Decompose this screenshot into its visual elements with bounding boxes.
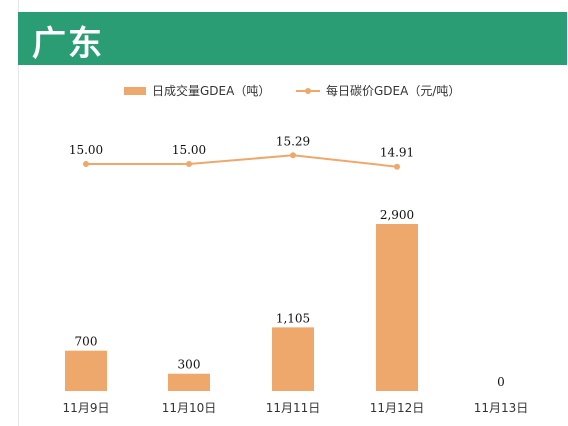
price-value-label: 15.29	[276, 134, 310, 148]
price-line	[86, 154, 398, 168]
bar-value-label: 2,900	[380, 208, 414, 222]
x-tick-label: 11月11日	[266, 401, 321, 415]
x-tick-label: 11月9日	[63, 401, 110, 415]
bar-value-label: 1,105	[276, 311, 310, 325]
bar-value-label: 700	[75, 335, 98, 349]
price-point	[290, 152, 296, 159]
price-value-label: 15.00	[69, 143, 103, 157]
bar	[376, 224, 418, 391]
legend-label-volume: 日成交量GDEA（吨）	[152, 84, 271, 98]
price-value-label: 14.91	[380, 146, 414, 160]
legend-item-volume: 日成交量GDEA（吨）	[124, 82, 270, 99]
legend-label-price: 每日碳价GDEA（元/吨）	[326, 84, 461, 98]
price-point	[186, 161, 192, 167]
legend-swatch-line	[296, 87, 320, 94]
x-tick-label: 11月12日	[370, 401, 425, 415]
legend-item-price: 每日碳价GDEA（元/吨）	[296, 82, 460, 99]
legend-swatch-bar	[124, 86, 146, 95]
price-value-label: 15.00	[172, 143, 206, 157]
price-point	[394, 163, 400, 170]
page-title: 广东	[32, 24, 104, 64]
bar-value-label: 300	[178, 358, 201, 372]
x-tick-label: 11月10日	[162, 401, 217, 415]
bar-value-label: 0	[497, 375, 505, 389]
bar	[272, 327, 314, 391]
x-tick-label: 11月13日	[474, 401, 529, 415]
bar	[168, 373, 210, 391]
header-bar: 广东	[18, 12, 567, 65]
bar	[65, 350, 107, 391]
legend: 日成交量GDEA（吨） 每日碳价GDEA（元/吨）	[0, 82, 568, 100]
price-point	[83, 161, 89, 167]
